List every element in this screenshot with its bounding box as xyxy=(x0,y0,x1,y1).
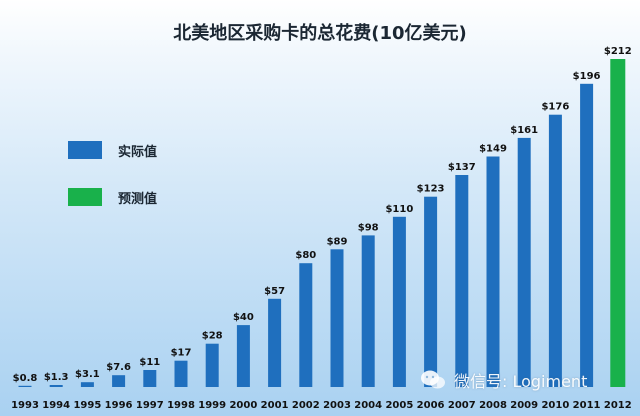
legend-item-forecast: 预测值 xyxy=(68,188,158,207)
bar-2002 xyxy=(299,263,313,387)
bar-2005 xyxy=(392,216,406,387)
bar-1996 xyxy=(112,375,126,387)
value-label-2012: $212 xyxy=(604,46,632,57)
x-tick-2011: 2011 xyxy=(573,400,601,411)
wechat-icon xyxy=(421,370,445,389)
value-label-1996: $7.6 xyxy=(106,362,131,373)
watermark-text: 微信号: Logiment xyxy=(454,372,588,391)
x-tick-2006: 2006 xyxy=(417,400,445,411)
x-tick-2012: 2012 xyxy=(604,400,632,411)
chart-title: 北美地区采购卡的总花费(10亿美元) xyxy=(173,23,467,44)
value-label-2008: $149 xyxy=(479,144,507,155)
value-label-1994: $1.3 xyxy=(44,372,69,383)
value-label-2011: $196 xyxy=(573,71,601,82)
value-label-2002: $80 xyxy=(295,250,316,261)
bar-2010 xyxy=(548,114,562,387)
x-tick-2000: 2000 xyxy=(229,400,257,411)
value-label-2009: $161 xyxy=(510,125,538,136)
value-label-1993: $0.8 xyxy=(13,373,38,384)
value-label-1995: $3.1 xyxy=(75,369,100,380)
x-tick-1995: 1995 xyxy=(73,400,101,411)
x-tick-2009: 2009 xyxy=(510,400,538,411)
bar-1997 xyxy=(143,370,157,387)
value-label-2007: $137 xyxy=(448,162,476,173)
x-tick-2001: 2001 xyxy=(261,400,289,411)
x-tick-1998: 1998 xyxy=(167,400,195,411)
value-label-2001: $57 xyxy=(264,286,285,297)
x-tick-2003: 2003 xyxy=(323,400,351,411)
legend-label-forecast: 预测值 xyxy=(118,191,158,207)
value-label-1997: $11 xyxy=(139,357,160,368)
value-label-2005: $110 xyxy=(385,204,413,215)
bar-1995 xyxy=(80,382,94,387)
value-label-2000: $40 xyxy=(233,312,254,323)
value-label-1999: $28 xyxy=(202,331,223,342)
value-label-2004: $98 xyxy=(358,222,379,233)
value-label-2006: $123 xyxy=(417,184,445,195)
x-tick-2007: 2007 xyxy=(448,400,476,411)
value-label-2010: $176 xyxy=(541,102,569,113)
x-tick-2010: 2010 xyxy=(541,400,569,411)
legend-swatch-forecast xyxy=(68,188,102,206)
bar-2012 xyxy=(610,59,626,387)
bar-2009 xyxy=(517,137,531,387)
watermark: 微信号: Logiment xyxy=(420,368,587,392)
legend-item-actual: 实际值 xyxy=(68,141,158,160)
bar-2001 xyxy=(268,298,282,387)
x-tick-2008: 2008 xyxy=(479,400,507,411)
legend-label-actual: 实际值 xyxy=(118,144,158,160)
x-tick-1999: 1999 xyxy=(198,400,226,411)
value-label-2003: $89 xyxy=(327,236,348,247)
bar-2006 xyxy=(424,196,438,387)
bar-1993 xyxy=(18,385,32,387)
bar-2007 xyxy=(455,175,469,387)
bar-2000 xyxy=(236,325,250,387)
x-tick-1997: 1997 xyxy=(136,400,164,411)
bar-2008 xyxy=(486,156,500,387)
bar-2011 xyxy=(580,83,594,388)
bar-2004 xyxy=(361,235,375,387)
x-tick-2004: 2004 xyxy=(354,400,382,411)
bar-1994 xyxy=(49,385,63,387)
value-label-1998: $17 xyxy=(171,348,192,359)
bar-1998 xyxy=(174,360,188,387)
x-tick-2005: 2005 xyxy=(385,400,413,411)
bar-1999 xyxy=(205,343,219,387)
x-tick-1993: 1993 xyxy=(11,400,39,411)
bar-2003 xyxy=(330,249,344,387)
x-tick-1996: 1996 xyxy=(105,400,133,411)
legend-swatch-actual xyxy=(68,141,102,159)
x-tick-1994: 1994 xyxy=(42,400,70,411)
x-tick-2002: 2002 xyxy=(292,400,320,411)
